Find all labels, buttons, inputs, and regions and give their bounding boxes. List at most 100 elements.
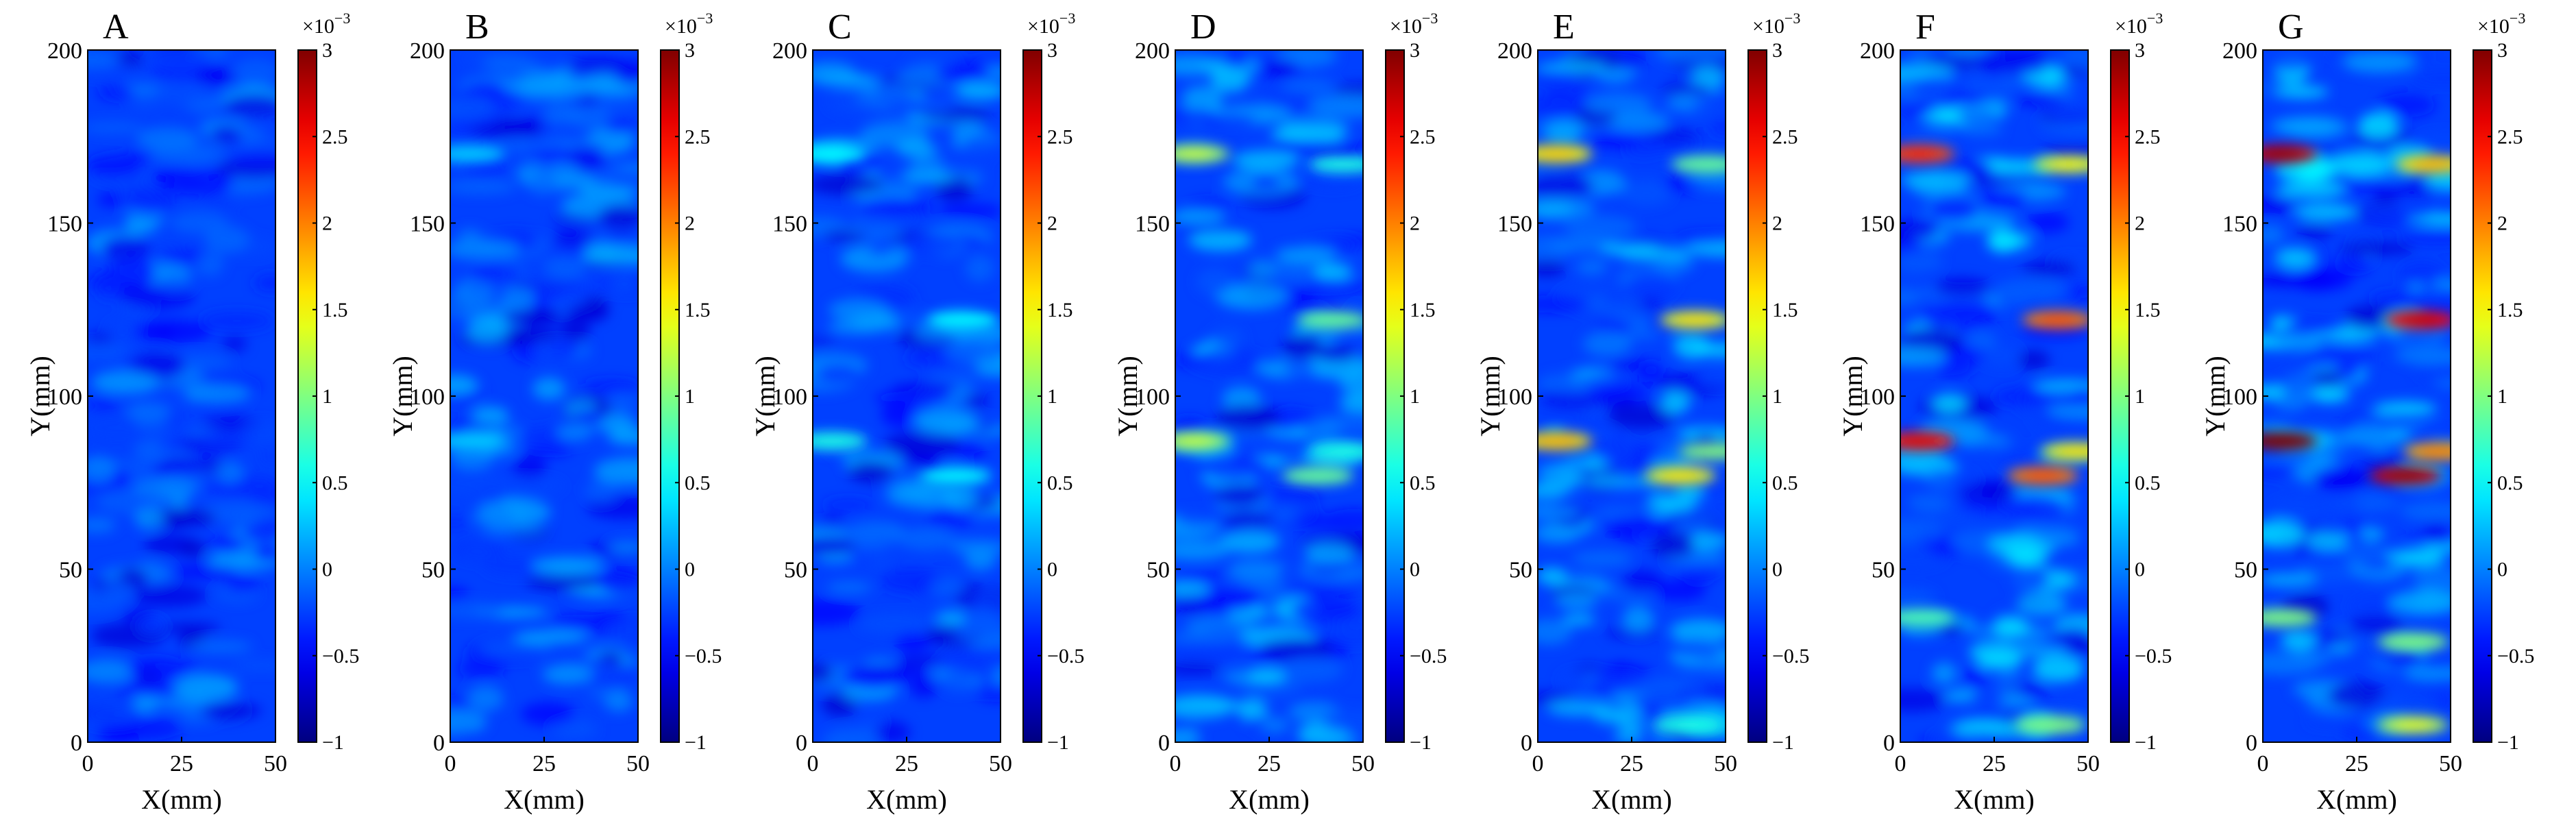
colorbar-tick-label: 0: [1047, 559, 1057, 581]
heatmap-hotspot: [927, 310, 999, 329]
x-axis-label: X(mm): [1954, 784, 2035, 815]
heatmap-hotspot: [2263, 609, 2318, 627]
panel-D: D 0 50 100 150 200 0 25 50 X(mm) Y(mm) −1 −0.5 0 0.5 1 1…: [1112, 8, 1447, 815]
colorbar-tick-label: 0: [2497, 559, 2507, 581]
y-tick-label: 50: [59, 558, 82, 583]
colorbar-tick-label: −1: [2497, 731, 2519, 754]
colorbar-tick-label: 1.5: [1047, 299, 1073, 321]
heatmap-hotspot: [813, 432, 868, 450]
colorbar-tick-label: 2: [2497, 212, 2507, 235]
x-tick-label: 25: [170, 751, 193, 776]
colorbar-tick-label: 3: [685, 39, 695, 62]
heatmap-hotspot: [1652, 715, 1724, 734]
colorbar-tick-label: 1.5: [1410, 299, 1436, 321]
colorbar-tick-label: 1: [685, 385, 695, 408]
colorbar-exponent-label: ×10−3: [2115, 10, 2163, 38]
y-tick-label: 150: [2222, 212, 2257, 237]
x-tick-label: 25: [2345, 751, 2368, 776]
heatmap-hotspot: [1308, 442, 1363, 461]
y-tick-label: 200: [47, 38, 82, 64]
colorbar-tick-label: 2: [685, 212, 695, 235]
y-tick-label: 200: [772, 38, 807, 64]
colorbar-tick-label: 0.5: [1410, 471, 1436, 494]
x-axis-label: X(mm): [2316, 784, 2397, 815]
x-tick-label: 50: [1714, 751, 1737, 776]
x-tick-label: 0: [1895, 751, 1906, 776]
colorbar-tick-label: −1: [1047, 731, 1069, 754]
colorbar-tick-label: 2.5: [685, 125, 711, 148]
y-tick-label: 0: [1883, 731, 1895, 756]
x-axis-label: X(mm): [1591, 784, 1672, 815]
y-tick-label: 150: [1860, 212, 1895, 237]
heatmap-plot-F: [1900, 50, 2088, 742]
y-axis-label: Y(mm): [1837, 356, 1868, 437]
heatmap-hotspot: [2015, 715, 2087, 734]
y-axis-label: Y(mm): [387, 356, 418, 437]
y-tick-label: 150: [772, 212, 807, 237]
heatmap-texture: [1900, 50, 2088, 742]
x-tick-label: 0: [1532, 751, 1544, 776]
heatmap-hotspot: [450, 145, 505, 163]
colorbar-tick-label: −0.5: [685, 645, 722, 667]
x-axis-label: X(mm): [141, 784, 222, 815]
colorbar-tick-label: 3: [2135, 39, 2145, 62]
heatmap-hotspot: [2377, 633, 2449, 651]
y-tick-label: 100: [772, 384, 807, 410]
colorbar-tick-label: 1.5: [2497, 299, 2523, 321]
x-tick-label: 0: [1170, 751, 1181, 776]
y-tick-label: 0: [2246, 731, 2257, 756]
colorbar-tick-label: 1: [2135, 385, 2145, 408]
y-tick-label: 50: [784, 558, 807, 583]
y-tick-label: 200: [410, 38, 445, 64]
y-tick-label: 200: [2222, 38, 2257, 64]
x-tick-label: 25: [895, 751, 918, 776]
heatmap-hotspot: [920, 467, 992, 485]
x-tick-label: 0: [2257, 751, 2269, 776]
colorbar-tick-label: −0.5: [2497, 645, 2534, 667]
y-tick-label: 100: [47, 384, 82, 410]
y-tick-label: 150: [1135, 212, 1170, 237]
colorbar-exponent-label: ×10−3: [1752, 10, 1800, 38]
y-tick-label: 200: [1135, 38, 1170, 64]
colorbar-tick-label: 2: [2135, 212, 2145, 235]
colorbar-tick-label: 3: [2497, 39, 2507, 62]
panel-label: G: [2278, 8, 2304, 47]
y-tick-label: 200: [1497, 38, 1532, 64]
colorbar-tick-label: 1.5: [2135, 299, 2161, 321]
colorbar-tick-label: 0: [2135, 559, 2145, 581]
colorbar-tick-label: −1: [2135, 731, 2157, 754]
colorbar-tick-label: 0: [322, 559, 332, 581]
y-tick-label: 100: [1497, 384, 1532, 410]
colorbar-tick-label: −0.5: [1772, 645, 1809, 667]
heatmap-plot-E: [1538, 50, 1726, 742]
colorbar-tick-label: 0.5: [685, 471, 711, 494]
heatmap-hotspot: [450, 432, 505, 450]
colorbar-tick-label: 1.5: [322, 299, 348, 321]
panel-label: F: [1915, 8, 1935, 47]
x-tick-label: 50: [989, 751, 1012, 776]
colorbar-tick-label: 2.5: [2135, 125, 2161, 148]
x-tick-label: 25: [532, 751, 556, 776]
heatmap-plot-A: [88, 50, 275, 742]
heatmap-plot-B: [450, 50, 638, 742]
colorbar-tick-label: 3: [1047, 39, 1057, 62]
colorbar-tick-label: −1: [685, 731, 707, 754]
heatmap-texture: [450, 52, 638, 740]
panel-label: A: [103, 8, 129, 47]
x-tick-label: 0: [82, 751, 94, 776]
colorbar-tick-label: 0.5: [1772, 471, 1798, 494]
colorbar-tick-label: 2: [1772, 212, 1782, 235]
colorbar-tick-label: 3: [1772, 39, 1782, 62]
colorbar-tick-label: 0.5: [2497, 471, 2523, 494]
y-axis-label: Y(mm): [2200, 356, 2231, 437]
colorbar-tick-label: 1: [1047, 385, 1057, 408]
colorbar-tick-label: 0.5: [1047, 471, 1073, 494]
heatmap-hotspot: [813, 145, 868, 163]
heatmap-plot-G: [2263, 50, 2451, 742]
colorbar-tick-label: 0: [1772, 559, 1782, 581]
x-tick-label: 50: [626, 751, 650, 776]
y-axis-label: Y(mm): [1475, 356, 1506, 437]
heatmap-hotspot: [1678, 442, 1726, 461]
colorbar-tick-label: −1: [322, 731, 344, 754]
